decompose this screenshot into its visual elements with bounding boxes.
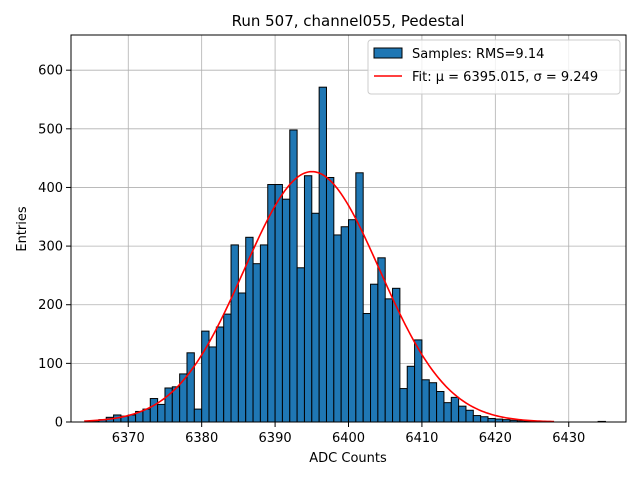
- histogram-bar: [274, 184, 283, 423]
- y-axis-ticks: 0 100 200 300 400 500 600: [38, 64, 71, 431]
- histogram-bar: [458, 405, 467, 423]
- chart-title: Run 507, channel055, Pedestal: [232, 12, 465, 30]
- histogram-bar: [171, 386, 181, 423]
- histogram-bar: [392, 287, 401, 423]
- histogram-bar: [296, 267, 305, 423]
- y-tick-label: 200: [38, 298, 63, 313]
- x-tick-label: 6390: [259, 431, 292, 446]
- histogram-bar: [149, 398, 159, 423]
- legend: Samples: RMS=9.14 Fit: μ = 6395.015, σ =…: [367, 39, 621, 95]
- gaussian-fit-line: [84, 170, 555, 423]
- histogram-bar: [465, 409, 474, 423]
- histogram-bar: [362, 313, 372, 423]
- histogram-bar: [443, 402, 452, 423]
- x-tick-label: 6410: [405, 431, 438, 446]
- legend-box: [367, 39, 621, 95]
- legend-fit-label: Fit: μ = 6395.015, σ = 9.249: [412, 70, 598, 85]
- y-tick-label: 300: [38, 240, 63, 255]
- histogram-bar: [377, 257, 386, 423]
- histogram-bar: [303, 175, 313, 423]
- histogram-bar: [348, 219, 357, 423]
- histogram-bars: [91, 86, 606, 423]
- histogram-bar: [355, 172, 364, 423]
- x-tick-label: 6370: [112, 431, 145, 446]
- histogram-bar: [421, 379, 430, 423]
- histogram-bar: [215, 326, 225, 423]
- histogram-bar: [208, 346, 217, 423]
- histogram-bar: [436, 391, 445, 423]
- histogram-bar: [472, 415, 482, 423]
- histogram-bar: [237, 292, 247, 423]
- y-tick-label: 0: [55, 416, 63, 431]
- histogram-bar: [311, 212, 320, 423]
- histogram-bar: [406, 365, 416, 423]
- histogram-bar: [428, 382, 438, 423]
- x-tick-label: 6430: [552, 431, 585, 446]
- x-axis-ticks: 6370 6380 6390 6400 6410 6420 6430: [112, 422, 585, 446]
- histogram-bar: [267, 184, 276, 423]
- legend-samples-label: Samples: RMS=9.14: [412, 47, 544, 62]
- histogram-bar: [325, 176, 335, 423]
- x-tick-label: 6380: [185, 431, 218, 446]
- histogram-bar: [186, 352, 195, 423]
- x-tick-label: 6400: [332, 431, 365, 446]
- histogram-bar: [223, 313, 232, 423]
- y-tick-label: 500: [38, 122, 63, 137]
- y-axis-label: Entries: [15, 206, 30, 252]
- legend-samples-swatch: [373, 47, 403, 59]
- histogram-bar: [259, 244, 269, 423]
- histogram-bar: [281, 198, 291, 423]
- histogram-bar: [193, 408, 203, 423]
- histogram-bar: [340, 226, 349, 423]
- histogram-bar: [399, 388, 408, 423]
- histogram-bar: [318, 86, 327, 423]
- histogram-bar: [384, 298, 394, 423]
- histogram-bar: [252, 263, 261, 423]
- x-axis-label: ADC Counts: [309, 451, 387, 466]
- x-tick-label: 6420: [479, 431, 512, 446]
- histogram-bar: [480, 416, 489, 423]
- histogram-bar: [333, 234, 342, 423]
- histogram-bar: [230, 244, 239, 423]
- histogram-bar: [450, 396, 460, 423]
- y-tick-label: 600: [38, 64, 63, 79]
- y-tick-label: 100: [38, 357, 63, 372]
- histogram-bar: [157, 403, 166, 423]
- histogram-bar: [289, 129, 298, 423]
- histogram-bar: [487, 417, 496, 423]
- y-tick-label: 400: [38, 181, 63, 196]
- histogram-bar: [370, 283, 379, 423]
